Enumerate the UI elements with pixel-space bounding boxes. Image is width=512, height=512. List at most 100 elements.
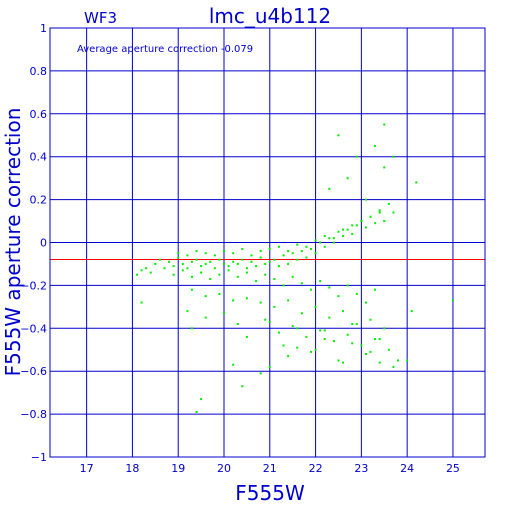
data-point xyxy=(351,232,354,235)
data-point xyxy=(410,310,413,313)
y-tick-label: 0.2 xyxy=(30,194,48,207)
data-point xyxy=(296,258,299,261)
data-point xyxy=(273,305,276,308)
data-point xyxy=(209,277,212,280)
data-point xyxy=(264,262,267,265)
data-point xyxy=(342,228,345,231)
data-point xyxy=(346,177,349,180)
data-point xyxy=(245,271,248,274)
data-point xyxy=(397,359,399,362)
data-point xyxy=(346,333,349,336)
data-point xyxy=(163,267,166,270)
data-point xyxy=(277,331,280,334)
data-point xyxy=(383,123,386,126)
data-point xyxy=(355,155,358,158)
data-point xyxy=(332,237,335,240)
data-point xyxy=(323,329,326,332)
data-point xyxy=(236,275,239,278)
data-point xyxy=(264,318,267,321)
y-tick-label: −0.8 xyxy=(20,408,47,421)
data-point xyxy=(195,258,198,261)
data-point xyxy=(209,260,212,263)
data-point xyxy=(355,292,358,295)
data-point xyxy=(241,247,244,250)
data-point xyxy=(241,385,244,388)
data-point xyxy=(227,269,230,272)
x-tick-label: 21 xyxy=(263,462,277,475)
x-tick-label: 22 xyxy=(309,462,323,475)
data-point xyxy=(204,252,207,255)
data-point xyxy=(195,250,198,253)
x-tick-label: 24 xyxy=(400,462,414,475)
data-point xyxy=(406,359,409,362)
grid xyxy=(50,27,485,458)
data-point xyxy=(204,262,207,265)
data-point xyxy=(319,280,322,283)
data-point xyxy=(364,226,367,229)
data-point xyxy=(259,256,262,259)
data-point xyxy=(364,353,367,356)
data-point xyxy=(305,245,308,248)
data-point xyxy=(337,134,340,137)
data-point xyxy=(319,241,322,244)
data-point xyxy=(200,265,203,268)
data-point xyxy=(204,295,207,298)
y-tick-label: 0 xyxy=(40,237,47,250)
data-point xyxy=(364,301,367,304)
data-point xyxy=(282,284,285,287)
data-point xyxy=(323,245,326,248)
data-point xyxy=(273,258,276,261)
data-point xyxy=(355,323,358,326)
data-point xyxy=(300,250,303,253)
data-point xyxy=(369,350,372,353)
data-point xyxy=(332,340,335,343)
data-point xyxy=(346,284,349,287)
data-point xyxy=(287,250,290,253)
data-point xyxy=(282,344,285,347)
data-point xyxy=(383,166,386,169)
data-point xyxy=(323,235,326,238)
data-point xyxy=(200,398,203,401)
data-point xyxy=(310,247,312,250)
data-point xyxy=(241,258,244,261)
data-point xyxy=(236,323,239,326)
data-point xyxy=(158,258,161,261)
y-tick-label: −0.6 xyxy=(20,365,47,378)
data-point xyxy=(259,372,262,375)
data-point xyxy=(328,237,331,240)
data-point xyxy=(378,361,381,364)
data-point xyxy=(342,235,345,238)
y-tick-label: 1 xyxy=(40,22,47,35)
data-point xyxy=(255,280,258,283)
data-point xyxy=(392,211,395,214)
data-point xyxy=(360,220,363,223)
data-point xyxy=(328,316,331,319)
data-point xyxy=(287,355,290,358)
data-point xyxy=(149,271,152,274)
data-point xyxy=(378,338,381,341)
data-point xyxy=(305,335,308,338)
data-point xyxy=(378,211,381,214)
data-point xyxy=(314,252,317,255)
chip-label: WF3 xyxy=(84,9,117,27)
x-tick-label: 20 xyxy=(217,462,231,475)
data-point xyxy=(387,348,390,351)
x-tick-label: 25 xyxy=(446,462,460,475)
data-point xyxy=(145,267,148,270)
data-point xyxy=(218,273,221,276)
data-point xyxy=(360,344,363,347)
data-point xyxy=(190,260,193,263)
data-point xyxy=(383,220,386,223)
data-point xyxy=(245,335,248,338)
data-point xyxy=(351,323,354,326)
data-point xyxy=(195,410,198,413)
data-point xyxy=(264,273,267,276)
data-point xyxy=(314,239,317,242)
data-point xyxy=(268,247,271,250)
data-point xyxy=(154,262,157,265)
data-point xyxy=(392,155,395,158)
data-point xyxy=(291,252,294,255)
data-point xyxy=(374,338,377,341)
y-tick-label: −1 xyxy=(31,451,47,464)
